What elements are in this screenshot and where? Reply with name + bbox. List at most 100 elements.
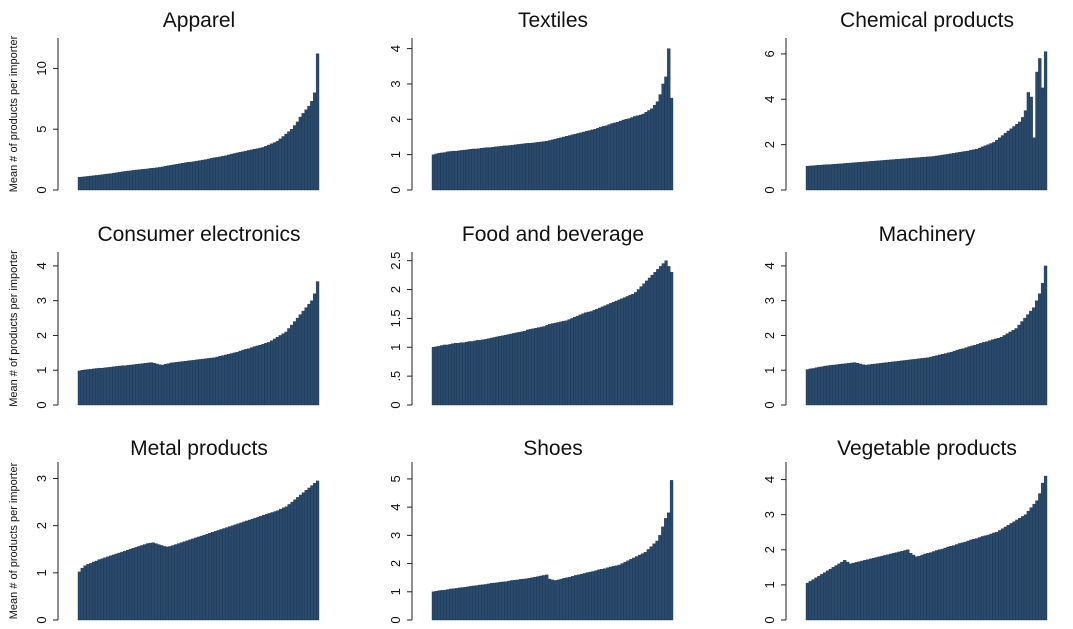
bar <box>528 329 532 406</box>
bar <box>943 547 947 621</box>
bar <box>995 139 999 191</box>
bar <box>848 162 853 191</box>
y-tick-label: .5 <box>388 371 403 382</box>
bar <box>158 364 162 406</box>
bar <box>208 533 212 621</box>
bar <box>658 266 663 406</box>
y-tick-label: 2 <box>34 332 49 339</box>
bar <box>598 307 602 406</box>
bar <box>467 341 471 406</box>
bar <box>91 561 96 621</box>
bar <box>855 363 860 406</box>
bar <box>120 365 125 406</box>
bar <box>849 362 854 406</box>
bar <box>226 354 231 406</box>
bar <box>661 83 665 191</box>
bar <box>559 578 563 621</box>
bar <box>574 575 578 621</box>
panel-6: Machinery 0 1 2 3 4 <box>762 223 1048 409</box>
bar <box>570 318 574 406</box>
bar <box>980 146 985 191</box>
bar <box>548 323 552 406</box>
bar <box>883 555 887 621</box>
bar <box>1023 110 1028 191</box>
bar <box>140 545 144 621</box>
bar <box>886 554 890 621</box>
bar <box>132 170 136 191</box>
bar <box>213 531 218 621</box>
bar <box>883 160 887 191</box>
bar <box>553 580 558 621</box>
bar <box>172 362 176 406</box>
bar <box>534 328 538 406</box>
bar <box>640 553 645 621</box>
bar <box>160 545 164 621</box>
bar <box>123 171 127 191</box>
bar <box>929 356 933 406</box>
panel-9: Vegetable products 0 1 2 3 4 <box>762 437 1048 624</box>
bar <box>506 334 510 406</box>
bar <box>531 142 535 191</box>
bar <box>851 162 855 191</box>
bar <box>292 125 297 191</box>
bar <box>854 162 858 191</box>
bar <box>315 480 320 621</box>
bar <box>451 343 455 406</box>
bar <box>219 529 223 621</box>
bar <box>603 305 607 406</box>
bar <box>94 560 99 621</box>
bar <box>445 151 450 191</box>
bar <box>229 353 234 406</box>
bar <box>120 551 124 621</box>
bar <box>667 266 671 406</box>
bar <box>160 166 165 191</box>
bar <box>1009 523 1013 621</box>
bar <box>635 556 639 621</box>
bar <box>932 551 936 621</box>
bar <box>666 512 671 621</box>
y-axis-label: Mean # of products per importer <box>8 35 20 192</box>
bar <box>472 585 476 621</box>
bar <box>152 363 156 406</box>
bar <box>896 360 901 406</box>
bar <box>275 336 280 406</box>
bar <box>1032 503 1036 621</box>
bar <box>145 543 150 621</box>
bar <box>112 172 116 191</box>
bar <box>264 342 268 406</box>
bar <box>455 588 459 621</box>
bar <box>485 147 489 191</box>
bar <box>235 152 239 191</box>
bar <box>578 314 582 406</box>
bar <box>957 543 962 621</box>
bar <box>252 346 257 406</box>
bar <box>972 149 976 191</box>
bar <box>600 306 604 406</box>
bar <box>198 359 202 406</box>
bar <box>903 550 907 621</box>
bar <box>1020 321 1024 406</box>
bar <box>292 321 297 406</box>
bar <box>1002 335 1007 406</box>
bar <box>900 550 904 621</box>
bar <box>259 516 263 621</box>
bar <box>613 122 617 191</box>
bar <box>645 280 649 406</box>
bar <box>215 157 219 191</box>
bar <box>249 347 254 406</box>
bar <box>1043 475 1048 621</box>
bar <box>634 292 638 406</box>
bar <box>448 151 453 191</box>
bar <box>837 563 841 621</box>
bar <box>255 345 259 406</box>
bar <box>250 518 254 621</box>
bar <box>899 360 904 406</box>
bar <box>77 177 82 191</box>
bar <box>501 335 505 406</box>
bar <box>226 154 231 191</box>
bar <box>570 134 574 191</box>
bar <box>267 342 271 406</box>
bar <box>131 548 135 621</box>
bar <box>431 154 436 191</box>
bar <box>95 175 99 191</box>
